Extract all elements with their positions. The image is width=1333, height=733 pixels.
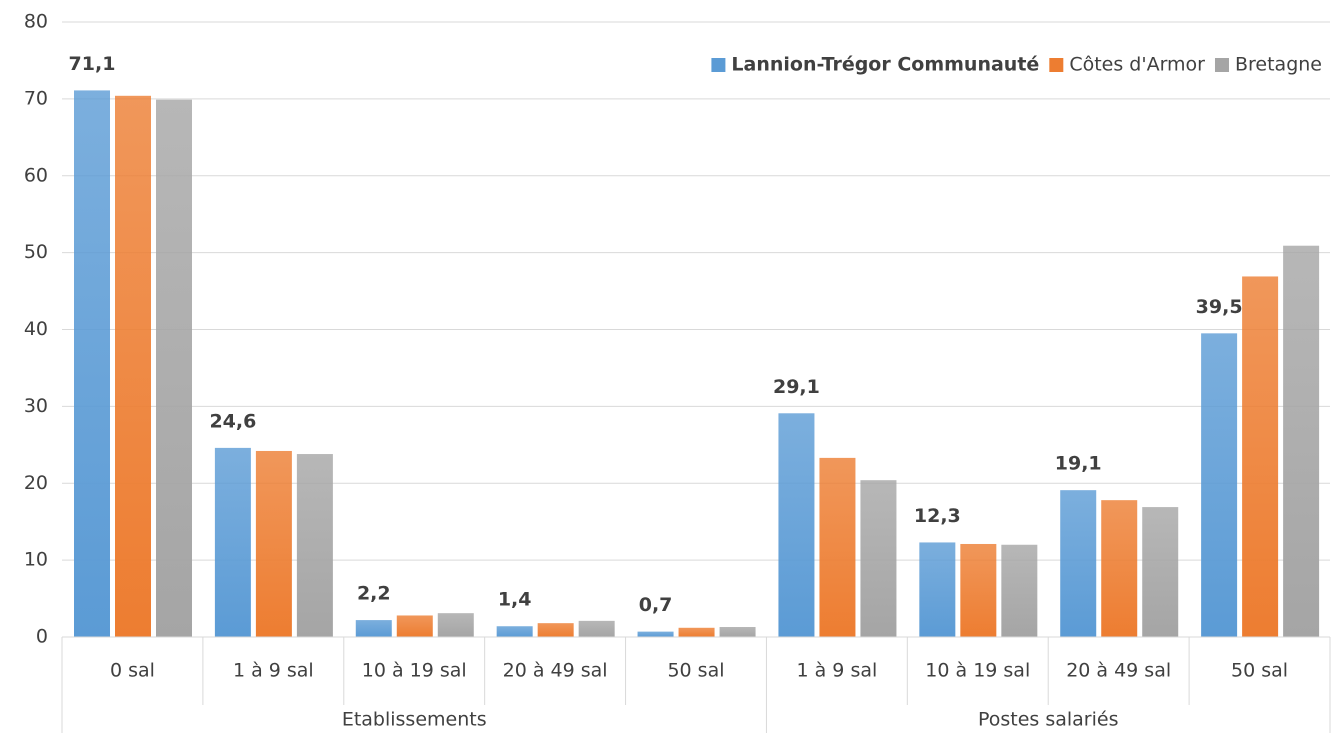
legend-label: Bretagne (1235, 54, 1322, 76)
bar (637, 631, 674, 637)
bar (156, 99, 192, 638)
bar (437, 613, 474, 637)
x-tick-label: 20 à 49 sal (1066, 660, 1171, 682)
bar (1142, 507, 1179, 637)
y-tick-label: 80 (24, 11, 48, 33)
bar (1060, 490, 1097, 637)
y-tick-label: 60 (24, 164, 48, 186)
x-tick-label: 0 sal (110, 660, 155, 682)
y-tick-label: 50 (24, 241, 48, 263)
bar (355, 620, 392, 637)
bar (1283, 245, 1320, 638)
x-tick-label: 10 à 19 sal (925, 660, 1030, 682)
bar (74, 90, 110, 637)
legend-swatch (1214, 58, 1229, 72)
x-tick-label: 1 à 9 sal (797, 660, 878, 682)
y-tick-label: 0 (36, 626, 48, 648)
bar (1101, 500, 1138, 637)
data-label: 1,4 (498, 589, 532, 611)
data-label: 71,1 (69, 53, 116, 75)
bar (296, 454, 333, 637)
x-tick-label: 50 sal (667, 660, 724, 682)
y-tick-label: 40 (24, 318, 48, 340)
bar (115, 95, 151, 638)
y-tick-label: 30 (24, 395, 48, 417)
x-tick-label: 50 sal (1231, 660, 1288, 682)
data-label: 29,1 (773, 376, 820, 398)
group-label: Etablissements (342, 709, 487, 731)
y-tick-label: 10 (24, 549, 48, 571)
bar (819, 457, 856, 637)
y-tick-label: 70 (24, 87, 48, 109)
bar (1201, 333, 1238, 637)
bar (919, 542, 956, 637)
legend-swatch (1049, 58, 1064, 72)
data-label: 2,2 (357, 583, 391, 605)
group-label: Postes salariés (978, 709, 1119, 731)
bar (496, 626, 533, 637)
x-tick-label: 1 à 9 sal (233, 660, 314, 682)
data-label: 24,6 (209, 410, 256, 432)
data-label: 0,7 (639, 594, 673, 616)
bar (255, 450, 292, 637)
bar (719, 627, 756, 637)
bar (537, 623, 574, 637)
bar (1242, 276, 1279, 637)
bar (1001, 544, 1038, 637)
bar (960, 543, 997, 637)
bar (678, 627, 715, 637)
bar (578, 620, 615, 637)
bar (778, 413, 815, 637)
data-label: 12,3 (914, 505, 961, 527)
data-label: 19,1 (1055, 453, 1102, 475)
legend-label: Lannion-Trégor Communauté (731, 54, 1039, 76)
x-tick-label: 20 à 49 sal (503, 660, 608, 682)
bar (214, 447, 251, 637)
y-tick-label: 20 (24, 472, 48, 494)
x-tick-label: 10 à 19 sal (362, 660, 467, 682)
data-label: 39,5 (1196, 296, 1243, 318)
legend-swatch (711, 58, 726, 72)
legend-label: Côtes d'Armor (1069, 54, 1205, 76)
bar (860, 480, 897, 637)
bar (396, 615, 433, 637)
